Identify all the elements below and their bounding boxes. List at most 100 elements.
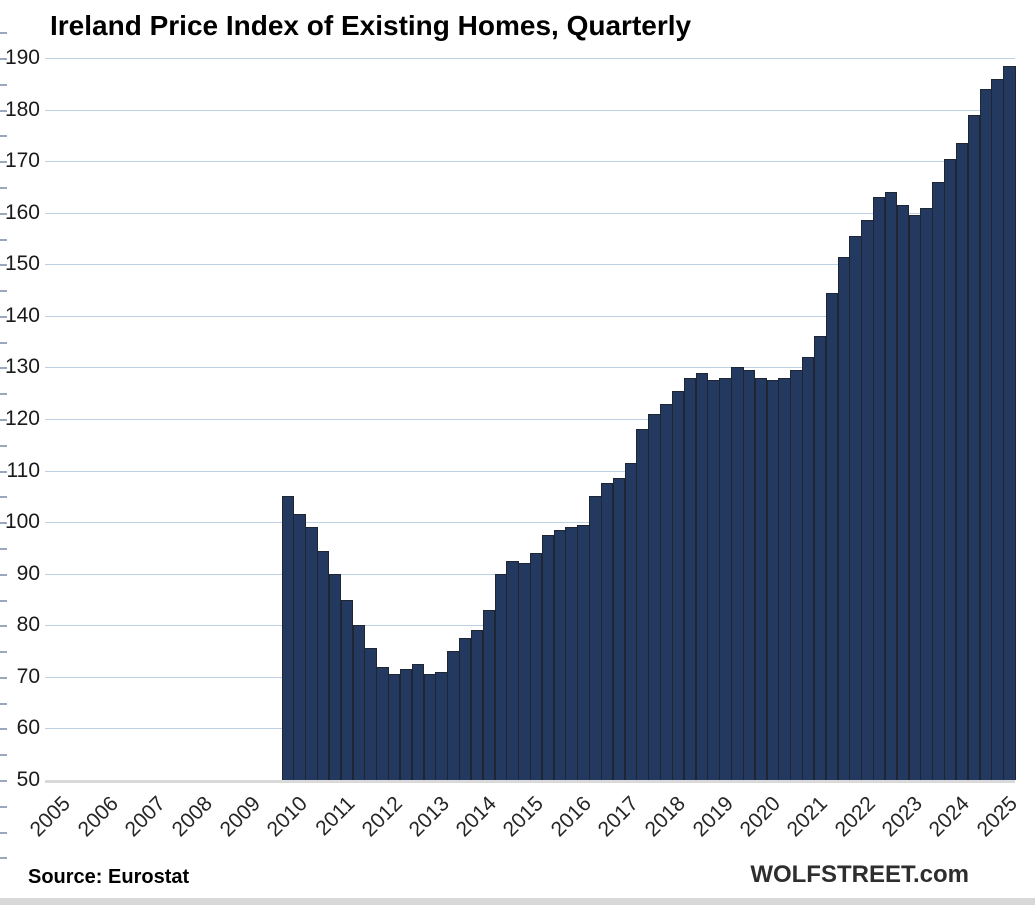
y-axis-tick-label: 120 (4, 407, 40, 430)
y-axis-minor-tick (0, 342, 7, 344)
y-axis-tick-label: 170 (4, 149, 40, 172)
bar-2015Q1 (518, 563, 531, 780)
y-axis-tick-label: 100 (4, 510, 40, 533)
y-axis-minor-tick (0, 574, 7, 576)
bar-2015Q3 (541, 535, 555, 780)
y-axis-minor-tick (0, 651, 7, 653)
y-axis-minor-tick (0, 58, 7, 60)
bar-2024Q3 (967, 114, 981, 780)
x-axis-year-label: 2020 (735, 792, 786, 842)
bar-2025Q1 (991, 78, 1004, 780)
y-axis-tick-label: 60 (16, 716, 40, 739)
bar-2020Q3 (778, 377, 791, 780)
bar-2014Q4 (506, 560, 519, 780)
bar-2014Q3 (494, 573, 507, 780)
wolfstreet-branding: WOLFSTREET.com (750, 861, 969, 888)
bar-2015Q4 (553, 529, 567, 780)
x-axis-line (45, 780, 1015, 783)
bar-2011Q3 (352, 625, 365, 780)
window-edge-strip (0, 898, 1035, 905)
bar-2024Q1 (944, 158, 957, 780)
x-axis-year-label: 2012 (357, 792, 407, 842)
y-axis-minor-tick (0, 187, 7, 189)
y-axis-minor-tick (0, 419, 7, 421)
bar-2019Q2 (719, 377, 732, 780)
bar-2016Q1 (565, 527, 578, 780)
bar-2017Q4 (648, 413, 661, 780)
x-axis-year-label: 2007 (120, 792, 170, 842)
x-axis-year-label: 2021 (783, 792, 833, 842)
gridline (45, 316, 1015, 317)
y-axis-minor-tick (0, 703, 7, 705)
gridline (45, 419, 1015, 420)
bar-2013Q4 (459, 638, 472, 780)
y-axis-tick-label: 50 (16, 768, 40, 791)
x-axis-year-label: 2014 (451, 792, 502, 842)
bar-2013Q3 (447, 651, 460, 780)
chart-title: Ireland Price Index of Existing Homes, Q… (50, 10, 692, 41)
x-axis-year-label: 2011 (310, 792, 360, 841)
x-axis-year-label: 2023 (877, 792, 927, 842)
y-axis-minor-tick (0, 471, 7, 473)
bar-2022Q3 (873, 197, 886, 780)
y-axis-minor-tick (0, 316, 7, 318)
bar-2021Q2 (813, 336, 827, 780)
bar-2020Q1 (754, 377, 768, 780)
bar-2017Q3 (636, 429, 649, 780)
y-axis-minor-tick (0, 135, 7, 137)
bar-2017Q2 (624, 462, 638, 780)
y-axis-minor-tick (0, 213, 7, 215)
bar-2015Q2 (530, 553, 543, 780)
bar-2012Q4 (411, 663, 425, 780)
gridline (45, 110, 1015, 111)
bar-2011Q1 (328, 573, 342, 780)
bar-2012Q1 (376, 666, 389, 780)
y-axis-minor-tick (0, 445, 7, 447)
y-axis-minor-tick (0, 367, 7, 369)
bar-2014Q2 (482, 609, 496, 780)
y-axis-minor-tick (0, 290, 7, 292)
y-axis-minor-tick (0, 110, 7, 112)
bar-2016Q2 (577, 524, 590, 780)
x-axis-year-label: 2017 (593, 792, 644, 842)
y-axis-minor-tick (0, 600, 7, 602)
bar-2023Q3 (920, 207, 933, 780)
y-axis-minor-tick (0, 677, 7, 679)
bar-2025Q2 (1003, 65, 1016, 780)
source-label: Source: Eurostat (28, 866, 190, 888)
bar-2021Q4 (837, 256, 850, 780)
bar-2012Q3 (399, 669, 413, 780)
x-axis-year-label: 2006 (73, 792, 123, 842)
y-axis-tick-label: 70 (16, 665, 40, 688)
x-axis-year-label: 2015 (499, 792, 549, 842)
gridline (45, 471, 1015, 472)
gridline (45, 367, 1015, 368)
y-axis-tick-label: 90 (16, 562, 40, 585)
x-axis-year-label: 2018 (641, 792, 691, 842)
y-axis-minor-tick (0, 857, 7, 859)
y-axis-tick-label: 150 (4, 252, 40, 275)
bar-2023Q2 (908, 215, 921, 780)
bar-2021Q3 (825, 292, 839, 780)
bar-2014Q1 (470, 630, 484, 780)
y-axis-tick-label: 80 (16, 613, 40, 636)
bar-2018Q1 (660, 403, 673, 780)
bar-2016Q4 (600, 483, 614, 780)
y-axis-tick-label: 110 (6, 459, 40, 482)
bar-2023Q4 (932, 181, 945, 780)
bar-2024Q2 (955, 143, 969, 780)
gridline (45, 264, 1015, 265)
x-axis-year-label: 2019 (688, 792, 738, 842)
y-axis-tick-label: 190 (4, 46, 40, 69)
bar-2010Q4 (317, 550, 330, 780)
bar-2020Q4 (790, 370, 803, 780)
bar-2022Q4 (884, 192, 898, 780)
x-axis-year-label: 2022 (830, 792, 880, 842)
y-axis-tick-label: 160 (4, 201, 40, 224)
bar-2020Q2 (766, 380, 779, 780)
y-axis-minor-tick (0, 264, 7, 266)
x-axis-year-label: 2013 (404, 792, 454, 842)
bar-2019Q1 (707, 380, 720, 780)
bar-2013Q2 (435, 671, 448, 780)
